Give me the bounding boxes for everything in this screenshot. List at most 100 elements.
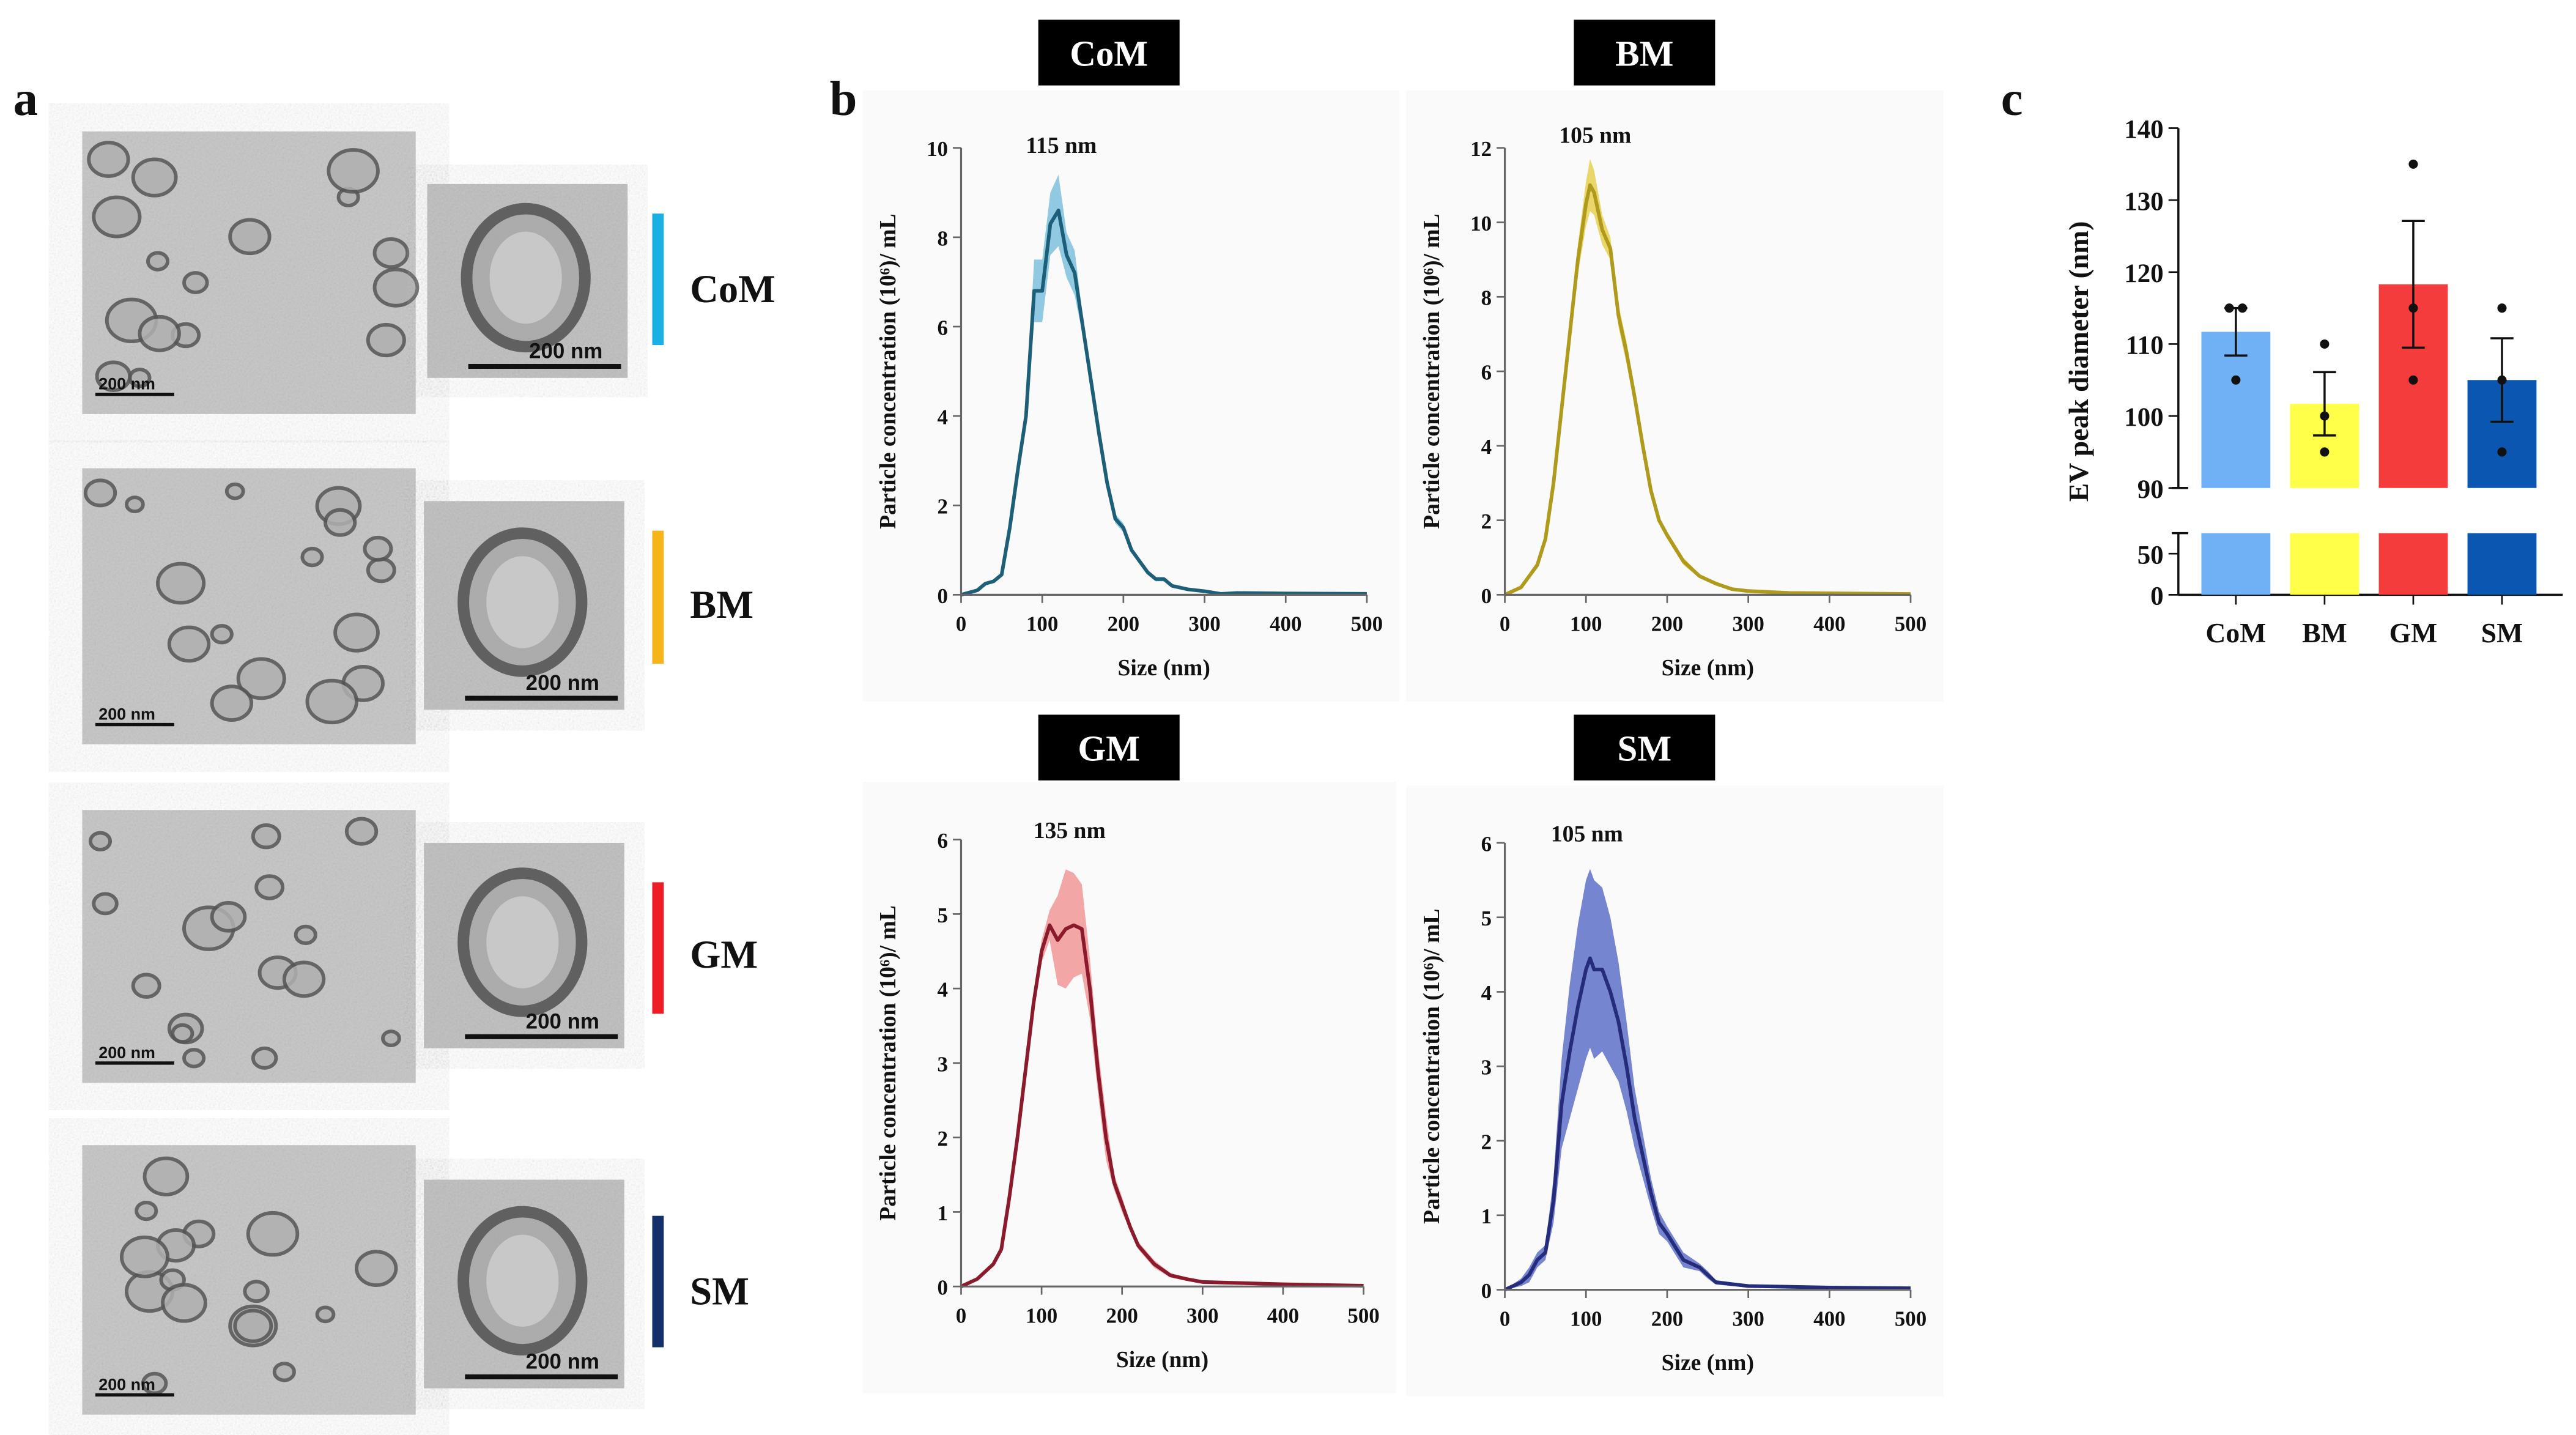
tem-overview-image: 200 nm xyxy=(82,468,416,744)
scale-bar-label: 200 nm xyxy=(529,339,602,363)
bar-lower xyxy=(2467,533,2537,595)
vesicle-lumen xyxy=(486,1234,559,1327)
vesicle xyxy=(272,1362,296,1382)
data-point xyxy=(2408,375,2418,385)
y-tick-label: 6 xyxy=(1481,832,1492,856)
panel-label-b: b xyxy=(830,72,857,126)
vesicle xyxy=(125,495,145,513)
vesicle xyxy=(254,874,285,900)
y-tick-label: 10 xyxy=(1470,212,1492,235)
tem-closeup-image: 200 nm xyxy=(427,184,628,378)
y-tick-label: 12 xyxy=(1470,137,1492,161)
y-tick-label: 110 xyxy=(2126,332,2164,360)
micrograph-texture xyxy=(82,810,416,1083)
vesicle xyxy=(366,557,396,584)
x-tick-label: 200 xyxy=(1106,1303,1138,1327)
vesicle xyxy=(363,535,393,562)
bar-com: CoM xyxy=(2201,303,2271,648)
x-tick-label: 0 xyxy=(1500,1307,1510,1331)
data-point xyxy=(2238,303,2248,313)
scale-bar-label: 200 nm xyxy=(98,375,155,393)
vesicle xyxy=(95,360,132,392)
panel-label-a: a xyxy=(13,72,38,126)
vesicle xyxy=(233,1308,273,1343)
plot-title: SM xyxy=(1618,729,1672,769)
tem-row-sm: 200 nm 200 nm SM xyxy=(82,1145,749,1415)
vesicle xyxy=(161,1283,207,1323)
vesicle-lumen xyxy=(486,896,559,988)
x-axis-label: Size (nm) xyxy=(1118,655,1210,681)
x-tick-label: 0 xyxy=(956,612,966,636)
plot-background xyxy=(1406,90,1944,702)
vesicle xyxy=(131,973,161,999)
y-tick-label: 3 xyxy=(1481,1056,1492,1080)
peak-annotation: 105 nm xyxy=(1551,821,1623,847)
vesicle xyxy=(119,1235,170,1278)
vesicle xyxy=(294,924,317,946)
data-point xyxy=(2224,303,2234,313)
group-label: BM xyxy=(690,583,753,626)
error-band xyxy=(961,869,1364,1287)
x-tick-label: GM xyxy=(2389,617,2438,648)
y-axis-label: Particle concentration (10⁶)/ mL xyxy=(1419,213,1445,529)
group-label: CoM xyxy=(690,267,775,311)
bar-bm: BM xyxy=(2290,339,2359,648)
data-point xyxy=(2320,447,2330,457)
vesicle xyxy=(355,1250,398,1287)
x-tick-label: CoM xyxy=(2205,617,2266,648)
tem-row-gm: 200 nm 200 nm GM xyxy=(82,810,758,1083)
vesicle xyxy=(146,251,170,272)
vesicle xyxy=(366,322,406,358)
x-tick-label: 200 xyxy=(1651,612,1683,636)
y-tick-label: 2 xyxy=(1481,510,1492,533)
scale-bar-label: 200 nm xyxy=(98,1044,155,1062)
group-color-bar xyxy=(652,213,664,346)
vesicle xyxy=(381,1029,401,1047)
x-axis-label: Size (nm) xyxy=(1662,655,1754,681)
y-tick-label: 0 xyxy=(1481,584,1492,608)
y-axis-label: Particle concentration (10⁶)/ mL xyxy=(875,213,901,529)
group-label: SM xyxy=(690,1270,749,1313)
y-tick-label: 0 xyxy=(2150,582,2163,610)
x-tick-label: 0 xyxy=(1500,612,1510,636)
y-tick-label: 3 xyxy=(938,1052,948,1076)
vesicle xyxy=(135,1200,158,1222)
vesicle xyxy=(372,267,420,308)
plot-title: GM xyxy=(1078,729,1140,769)
x-tick-label: SM xyxy=(2481,617,2523,648)
vesicle xyxy=(324,508,357,537)
y-tick-label: 50 xyxy=(2137,541,2164,569)
peak-annotation: 115 nm xyxy=(1026,133,1097,158)
x-tick-label: 400 xyxy=(1813,612,1845,636)
y-tick-label: 4 xyxy=(938,406,948,429)
panel-label-c: c xyxy=(2001,72,2023,126)
y-tick-label: 0 xyxy=(1481,1279,1492,1303)
mean-line xyxy=(960,923,1364,1288)
vesicle xyxy=(182,271,209,294)
x-tick-label: 300 xyxy=(1186,1303,1218,1327)
nta-plot-gm: GM 0 1 2 3 4 5 6 0 100 200 300 400 500 Size (nm) Partic… xyxy=(862,714,1397,1393)
plot-background xyxy=(862,90,1400,702)
y-axis-label: Particle concentration (10⁶)/ mL xyxy=(875,905,901,1221)
vesicle xyxy=(243,1280,270,1303)
data-point xyxy=(2320,411,2330,421)
x-tick-label: 100 xyxy=(1026,612,1058,636)
title-box xyxy=(1038,714,1180,781)
plot-background xyxy=(862,782,1397,1393)
bar-gm: GM xyxy=(2378,159,2448,648)
tem-overview-image: 200 nm xyxy=(82,1145,416,1415)
bar-lower xyxy=(2201,533,2271,595)
y-tick-label: 4 xyxy=(938,978,948,1002)
mean-line xyxy=(1504,183,1911,597)
vesicle-lumen xyxy=(486,556,559,648)
vesicle xyxy=(138,314,181,352)
y-tick-label: 140 xyxy=(2124,116,2163,144)
y-tick-label: 5 xyxy=(938,903,948,927)
tem-closeup-image: 200 nm xyxy=(424,842,624,1048)
y-tick-label: 0 xyxy=(938,1276,948,1300)
vesicle xyxy=(282,960,326,998)
bar-upper xyxy=(2201,332,2271,488)
x-tick-label: 0 xyxy=(956,1303,966,1327)
